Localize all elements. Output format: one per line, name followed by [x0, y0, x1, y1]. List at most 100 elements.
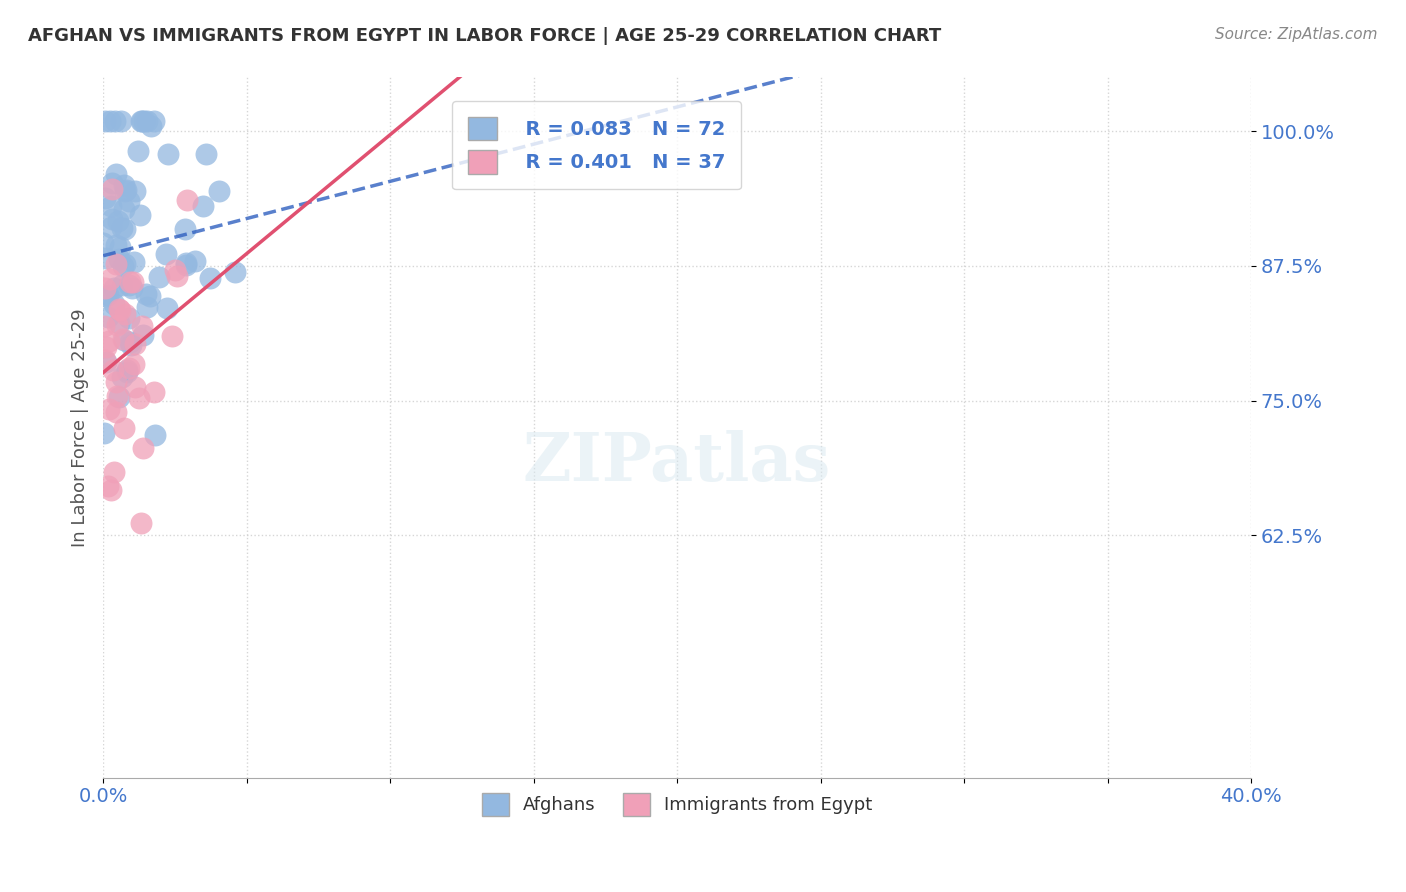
- Immigrants from Egypt: [94, 352, 117, 367]
- Afghans: [148, 270, 170, 285]
- Immigrants from Egypt: [101, 182, 124, 196]
- Afghans: [174, 258, 197, 272]
- Afghans: [101, 176, 124, 190]
- Immigrants from Egypt: [105, 389, 128, 403]
- Afghans: [118, 334, 141, 349]
- Immigrants from Egypt: [128, 392, 150, 406]
- Afghans: [200, 270, 222, 285]
- Text: Source: ZipAtlas.com: Source: ZipAtlas.com: [1215, 27, 1378, 42]
- Afghans: [127, 145, 149, 159]
- Afghans: [108, 390, 131, 404]
- Afghans: [115, 363, 138, 377]
- Immigrants from Egypt: [104, 404, 127, 418]
- Immigrants from Egypt: [118, 360, 141, 375]
- Afghans: [100, 219, 122, 234]
- Immigrants from Egypt: [142, 384, 165, 399]
- Afghans: [114, 256, 136, 270]
- Text: ZIPatlas: ZIPatlas: [523, 430, 831, 495]
- Immigrants from Egypt: [166, 269, 188, 284]
- Afghans: [191, 199, 214, 213]
- Immigrants from Egypt: [105, 375, 128, 389]
- Afghans: [138, 289, 160, 303]
- Afghans: [107, 214, 129, 228]
- Afghans: [184, 254, 207, 268]
- Afghans: [112, 178, 135, 193]
- Immigrants from Egypt: [162, 329, 184, 343]
- Afghans: [100, 199, 122, 213]
- Afghans: [136, 113, 159, 128]
- Immigrants from Egypt: [122, 275, 145, 289]
- Legend: Afghans, Immigrants from Egypt: Afghans, Immigrants from Egypt: [472, 784, 882, 824]
- Afghans: [135, 286, 157, 301]
- Immigrants from Egypt: [103, 466, 125, 480]
- Afghans: [122, 255, 145, 269]
- Immigrants from Egypt: [124, 336, 146, 351]
- Immigrants from Egypt: [105, 318, 128, 333]
- Immigrants from Egypt: [107, 301, 129, 316]
- Afghans: [94, 113, 117, 128]
- Afghans: [111, 220, 134, 235]
- Afghans: [103, 297, 125, 311]
- Immigrants from Egypt: [104, 257, 127, 271]
- Immigrants from Egypt: [131, 318, 153, 333]
- Afghans: [174, 256, 197, 270]
- Afghans: [105, 167, 128, 181]
- Afghans: [173, 222, 195, 236]
- Afghans: [124, 184, 146, 198]
- Afghans: [142, 113, 165, 128]
- Afghans: [101, 211, 124, 226]
- Afghans: [224, 265, 246, 279]
- Afghans: [120, 337, 142, 351]
- Immigrants from Egypt: [122, 357, 145, 371]
- Afghans: [195, 146, 218, 161]
- Afghans: [94, 355, 117, 369]
- Afghans: [115, 183, 138, 197]
- Immigrants from Egypt: [100, 483, 122, 497]
- Immigrants from Egypt: [124, 380, 146, 394]
- Immigrants from Egypt: [118, 275, 141, 289]
- Immigrants from Egypt: [165, 263, 187, 277]
- Immigrants from Egypt: [176, 193, 198, 207]
- Afghans: [114, 185, 136, 199]
- Afghans: [96, 251, 118, 265]
- Afghans: [104, 238, 127, 252]
- Afghans: [121, 281, 143, 295]
- Afghans: [103, 280, 125, 294]
- Afghans: [118, 277, 141, 292]
- Afghans: [143, 428, 166, 442]
- Afghans: [94, 191, 117, 205]
- Afghans: [112, 202, 135, 217]
- Afghans: [108, 316, 131, 330]
- Afghans: [155, 301, 177, 315]
- Afghans: [131, 113, 153, 128]
- Afghans: [94, 289, 117, 303]
- Afghans: [135, 300, 157, 314]
- Afghans: [111, 260, 134, 274]
- Y-axis label: In Labor Force | Age 25-29: In Labor Force | Age 25-29: [72, 309, 89, 547]
- Afghans: [98, 113, 121, 128]
- Text: AFGHAN VS IMMIGRANTS FROM EGYPT IN LABOR FORCE | AGE 25-29 CORRELATION CHART: AFGHAN VS IMMIGRANTS FROM EGYPT IN LABOR…: [28, 27, 942, 45]
- Immigrants from Egypt: [101, 363, 124, 377]
- Afghans: [131, 327, 153, 342]
- Immigrants from Egypt: [97, 402, 120, 417]
- Immigrants from Egypt: [132, 441, 155, 455]
- Afghans: [104, 113, 127, 128]
- Immigrants from Egypt: [96, 340, 118, 354]
- Immigrants from Egypt: [93, 318, 115, 333]
- Afghans: [114, 221, 136, 235]
- Afghans: [134, 113, 156, 128]
- Afghans: [110, 369, 132, 384]
- Immigrants from Egypt: [112, 332, 135, 346]
- Immigrants from Egypt: [98, 271, 121, 285]
- Afghans: [112, 334, 135, 348]
- Afghans: [118, 311, 141, 326]
- Afghans: [115, 365, 138, 379]
- Immigrants from Egypt: [110, 303, 132, 318]
- Immigrants from Egypt: [94, 281, 117, 295]
- Afghans: [108, 240, 131, 254]
- Immigrants from Egypt: [98, 334, 121, 349]
- Afghans: [129, 113, 152, 128]
- Immigrants from Egypt: [97, 479, 120, 493]
- Afghans: [139, 119, 162, 133]
- Afghans: [110, 113, 132, 128]
